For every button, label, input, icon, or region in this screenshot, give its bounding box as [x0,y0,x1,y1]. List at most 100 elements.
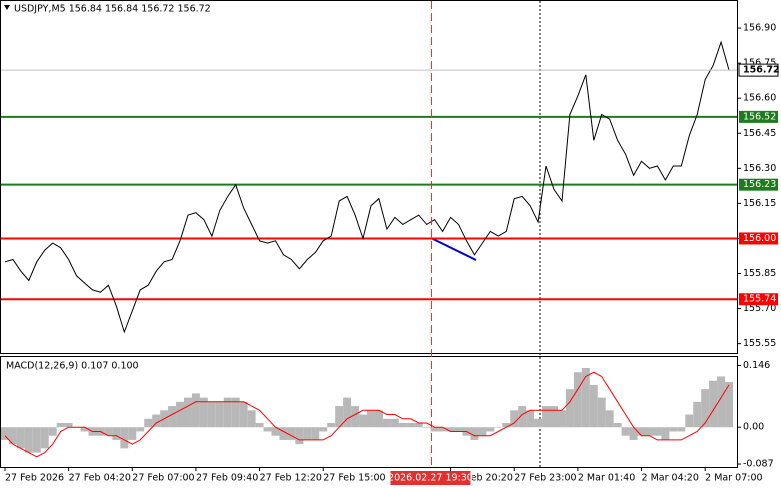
macd-bar [327,423,336,428]
macd-bar [215,401,224,428]
macd-bar [223,397,232,428]
macd-bar [653,427,662,436]
macd-bar [335,406,344,428]
macd-bar [8,427,17,445]
macd-bar [367,410,375,428]
macd-bar [430,427,439,432]
symbol-icon [4,5,10,10]
macd-bar [207,401,216,428]
macd-bar [247,410,256,428]
macd-panel [0,356,738,468]
macd-bar [725,381,734,428]
macd-bar [271,427,280,436]
macd-bar [1,427,9,440]
macd-bar [56,423,65,428]
macd-bar [422,427,431,428]
macd-bar [40,427,49,449]
macd-bar [287,427,296,440]
macd-bar [351,406,360,428]
macd-bar [359,414,368,428]
macd-bar [557,410,566,428]
macd-bar [645,427,654,436]
x-tick-label: 2 Mar 07:00 [705,473,762,484]
y-tick-label: 156.60 [743,93,776,104]
macd-bar [581,368,590,428]
y-tick-label: 156.45 [743,128,776,139]
macd-bar [374,410,383,428]
macd-bar [470,427,479,440]
x-tick-label: 27 Feb 23:00 [514,473,576,484]
macd-bar [16,427,25,449]
macd-bar [669,427,678,432]
chart-title: USDJPY,M5 156.84 156.84 156.72 156.72 [14,4,211,15]
level-label: 156.23 [743,179,776,190]
macd-bar [168,406,177,428]
macd-bar [263,427,272,432]
macd-bar [701,389,710,428]
level-label-box [739,110,778,123]
macd-bar [152,414,161,428]
macd-bar [64,423,73,428]
macd-bar [414,423,423,428]
y-tick-label: 155.70 [743,303,776,314]
macd-bar [32,427,41,453]
x-tick-label: 27 Feb 12:20 [260,473,322,484]
price-line [4,40,730,334]
macd-bar [343,397,352,428]
macd-bar [502,423,511,428]
macd-bar [398,423,407,428]
macd-bar [319,427,328,432]
macd-bar [494,427,503,428]
macd-bar [176,401,185,428]
macd-bar [24,427,33,453]
macd-bar [231,397,240,428]
level-label-box [739,232,778,245]
macd-bar [486,427,495,432]
level-label: 155.74 [743,294,776,305]
macd-bar [637,427,646,436]
macd-bar [295,427,304,445]
macd-bar [255,423,264,428]
price-panel [0,0,738,354]
macd-bar [136,427,145,432]
macd-bar [128,427,137,440]
macd-bar [565,389,574,428]
macd-bar [303,427,312,440]
x-tick-label: 27 Feb 07:00 [132,473,194,484]
level-label: 156.00 [743,233,776,244]
macd-bar [661,427,670,440]
macd-bar [199,397,208,428]
y-tick-label: 156.75 [743,58,776,69]
macd-bar [80,427,89,432]
macd-bar [120,427,129,449]
x-tick-label: 27 Feb 2026 [5,473,64,484]
macd-bar [446,427,455,432]
trendline [430,237,477,261]
y-tick-label: 0.00 [743,422,764,433]
x-tick-label: 2 Mar 04:20 [642,473,699,484]
macd-bar [311,427,320,440]
macd-bar [382,418,391,428]
macd-bar [709,380,718,428]
macd-bar [534,418,543,428]
macd-bar [685,414,694,428]
y-tick-label: 155.85 [743,268,776,279]
cursor-label-box [390,471,471,485]
level-label: 156.52 [743,111,776,122]
macd-bar [279,427,288,440]
macd-title: MACD(12,26,9) 0.107 0.100 [6,361,139,372]
current-price-label: 156.72 [743,65,780,76]
macd-bar [510,410,519,428]
macd-bar [589,384,598,428]
x-tick-label: 27 Feb 15:00 [323,473,385,484]
macd-bar [542,406,551,428]
macd-bar [677,427,686,432]
macd-bar [550,406,558,428]
macd-bar [112,427,121,440]
y-tick-label: -0.087 [743,459,774,470]
macd-bar [693,401,702,428]
macd-bar [605,410,614,428]
x-tick-label: 2 Mar 01:40 [578,473,635,484]
